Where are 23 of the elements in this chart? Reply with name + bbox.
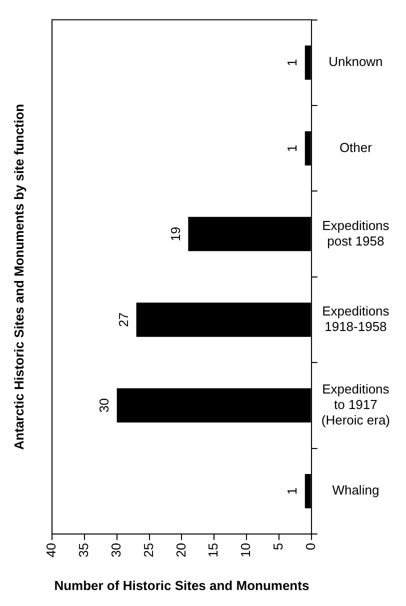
x-tick-label: 35 xyxy=(76,542,91,558)
x-tick-label: 5 xyxy=(270,542,286,550)
data-label: 30 xyxy=(96,398,112,413)
x-tick-label: 40 xyxy=(44,542,59,558)
x-tick-label: 15 xyxy=(206,542,221,558)
x-axis-title: Number of Historic Sites and Monuments xyxy=(54,578,310,593)
x-tick-label: 25 xyxy=(140,542,156,558)
y-tick-label: Other xyxy=(339,140,373,155)
y-tick-label: Expeditions post 1958 xyxy=(322,218,390,248)
y-axis-title: Antarctic Historic Sites and Monuments by site function xyxy=(12,104,27,450)
x-tick-label: 10 xyxy=(238,542,254,558)
data-label: 1 xyxy=(284,487,300,495)
y-tick-label: Unknown xyxy=(328,54,383,70)
x-tick-label: 20 xyxy=(173,542,188,558)
x-tick-label: 30 xyxy=(108,542,124,558)
y-tick-label: Expeditions to 1917 (Heroic era) xyxy=(321,381,390,428)
x-tick-label: 0 xyxy=(302,542,318,550)
y-tick-label: Whaling xyxy=(332,482,380,498)
data-label: 1 xyxy=(284,59,300,66)
y-tick-label: Expeditions 1918-1958 xyxy=(322,303,390,334)
data-label: 19 xyxy=(168,226,183,242)
data-label: 27 xyxy=(116,312,131,327)
data-label: 1 xyxy=(284,144,300,152)
